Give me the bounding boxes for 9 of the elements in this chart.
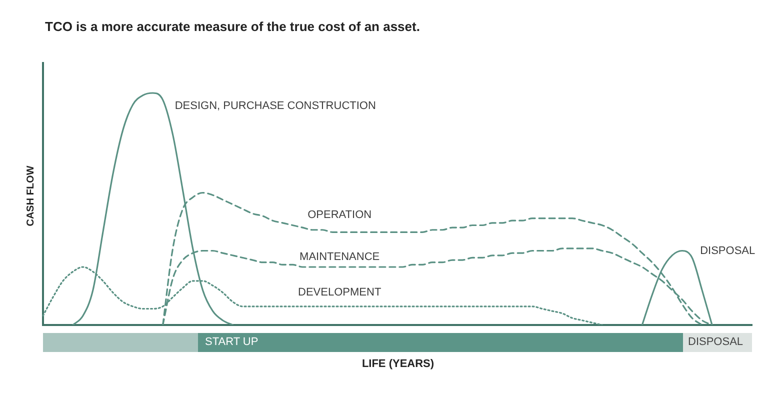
series-label: MAINTENANCE [300, 251, 380, 264]
series-label: DISPOSAL [700, 244, 756, 257]
timeline-strip: START UP DISPOSAL [43, 333, 752, 352]
chart-title: TCO is a more accurate measure of the true cost of an asset. [45, 19, 420, 34]
series-label: OPERATION [308, 209, 372, 222]
series-label: DESIGN, PURCHASE CONSTRUCTION [174, 100, 376, 112]
series-label: DEVELOPMENT [298, 286, 382, 298]
y-axis-title: CASH FLOW [26, 166, 36, 226]
x-axis-title: LIFE (YEARS) [362, 358, 434, 370]
